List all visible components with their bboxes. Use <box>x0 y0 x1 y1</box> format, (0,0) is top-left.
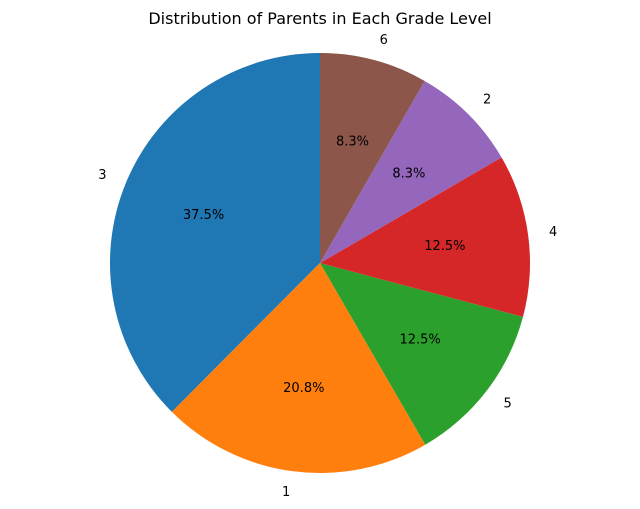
slice-label-4: 4 <box>549 225 557 240</box>
slice-label-5: 5 <box>504 396 512 411</box>
slice-percent-5: 12.5% <box>399 333 440 348</box>
slice-label-3: 3 <box>98 168 106 183</box>
slice-percent-4: 12.5% <box>424 239 465 254</box>
slice-percent-1: 20.8% <box>283 381 324 396</box>
slice-label-1: 1 <box>282 485 290 500</box>
pie-slices <box>110 53 530 473</box>
slice-percent-6: 8.3% <box>336 134 369 149</box>
pie-slice-6 <box>320 53 425 263</box>
pie-labels: 3 37.5% 1 20.8% 5 12.5% 4 12.5% 2 8.3% 6 8.3% <box>98 33 557 500</box>
pie-slice-4 <box>320 157 530 317</box>
pie-slice-2 <box>320 80 502 263</box>
pie-slice-3 <box>110 53 320 412</box>
slice-label-2: 2 <box>483 92 491 107</box>
slice-label-6: 6 <box>380 33 388 48</box>
slice-percent-3: 37.5% <box>183 208 224 223</box>
chart-title: Distribution of Parents in Each Grade Le… <box>148 9 491 28</box>
pie-slice-1 <box>171 263 426 473</box>
pie-slice-5 <box>320 263 523 445</box>
slice-percent-2: 8.3% <box>392 167 425 182</box>
